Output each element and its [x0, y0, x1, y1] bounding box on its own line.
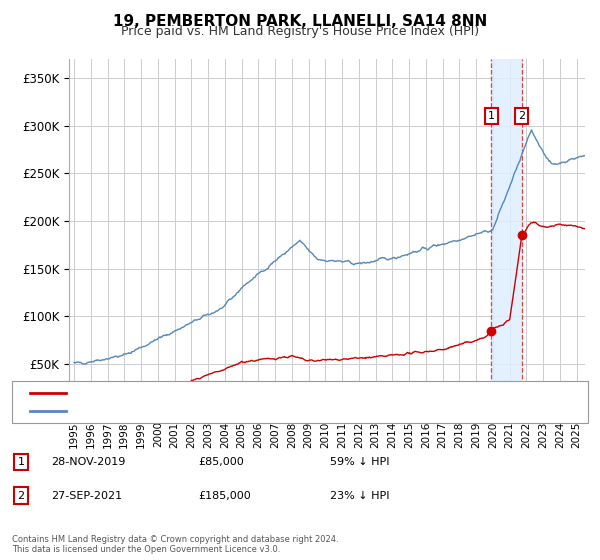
Text: Price paid vs. HM Land Registry's House Price Index (HPI): Price paid vs. HM Land Registry's House … — [121, 25, 479, 38]
Text: 2: 2 — [518, 111, 526, 121]
Text: 2: 2 — [17, 491, 25, 501]
Text: 19, PEMBERTON PARK, LLANELLI, SA14 8NN (detached house): 19, PEMBERTON PARK, LLANELLI, SA14 8NN (… — [78, 388, 400, 398]
Text: 59% ↓ HPI: 59% ↓ HPI — [330, 457, 389, 467]
Text: £185,000: £185,000 — [198, 491, 251, 501]
Text: Contains HM Land Registry data © Crown copyright and database right 2024.
This d: Contains HM Land Registry data © Crown c… — [12, 535, 338, 554]
Text: 1: 1 — [488, 111, 495, 121]
Text: HPI: Average price, detached house, Carmarthenshire: HPI: Average price, detached house, Carm… — [78, 406, 359, 416]
Text: 23% ↓ HPI: 23% ↓ HPI — [330, 491, 389, 501]
Bar — [491, 59, 522, 412]
Text: 1: 1 — [17, 457, 25, 467]
Text: £85,000: £85,000 — [198, 457, 244, 467]
Text: 19, PEMBERTON PARK, LLANELLI, SA14 8NN: 19, PEMBERTON PARK, LLANELLI, SA14 8NN — [113, 14, 487, 29]
Text: 28-NOV-2019: 28-NOV-2019 — [51, 457, 125, 467]
Text: 27-SEP-2021: 27-SEP-2021 — [51, 491, 122, 501]
